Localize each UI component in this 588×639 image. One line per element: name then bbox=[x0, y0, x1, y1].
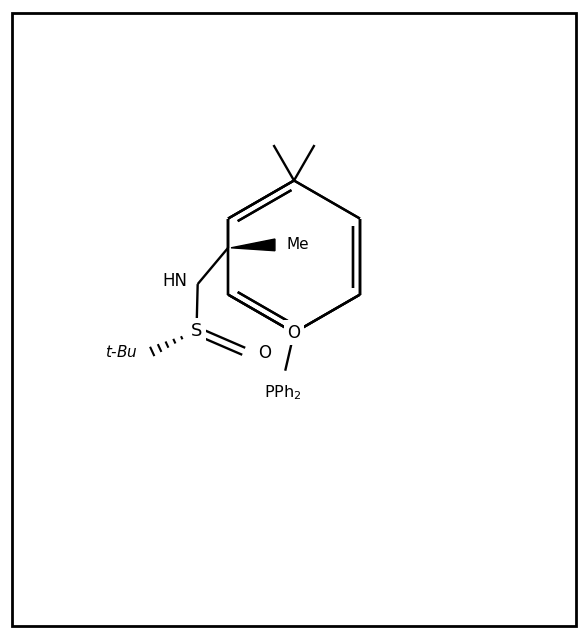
Text: PPh$_2$: PPh$_2$ bbox=[263, 383, 301, 403]
FancyBboxPatch shape bbox=[12, 13, 576, 626]
Text: HN: HN bbox=[162, 272, 187, 290]
Text: S: S bbox=[191, 322, 202, 340]
Polygon shape bbox=[231, 239, 275, 250]
Text: Me: Me bbox=[286, 237, 309, 252]
Text: $t$-Bu: $t$-Bu bbox=[105, 344, 138, 360]
Text: O: O bbox=[259, 344, 272, 362]
Text: O: O bbox=[288, 324, 300, 342]
